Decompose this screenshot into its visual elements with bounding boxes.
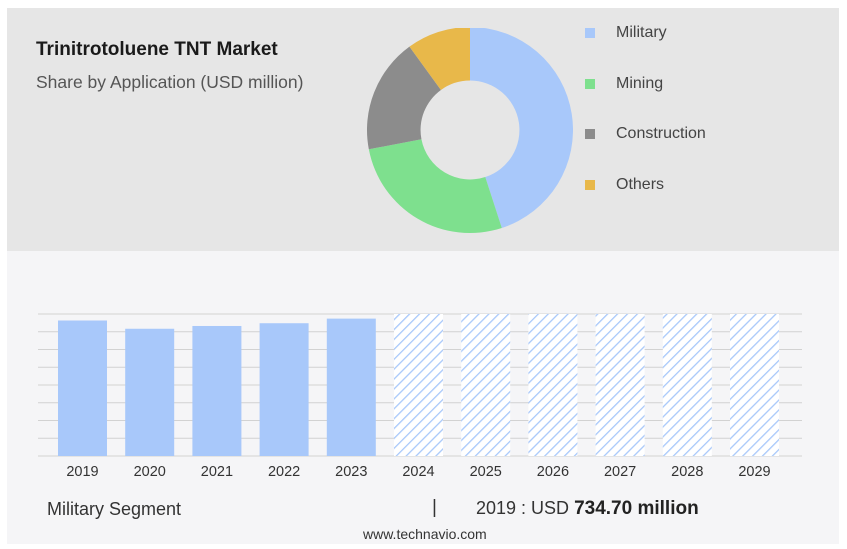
x-tick-2026: 2026 <box>537 464 569 480</box>
donut-chart <box>367 28 573 233</box>
x-axis-ticks: 2019 2020 2021 2022 2023 2024 2025 2026 2027 2028… <box>66 464 770 480</box>
legend-item-construction: Construction <box>585 125 706 143</box>
donut-slice-mining <box>368 139 502 233</box>
bar-2020 <box>125 328 175 456</box>
bar-2025 <box>461 314 511 456</box>
legend-label-mining: Mining <box>616 75 664 92</box>
bar-2019 <box>58 320 107 456</box>
bar-2023 <box>326 318 376 456</box>
footer-segment: Military Segment <box>47 499 182 519</box>
footer-separator: | <box>432 497 437 518</box>
bar-2022 <box>259 323 309 456</box>
bar-2026 <box>528 314 578 456</box>
legend-label-others: Others <box>616 176 665 193</box>
x-tick-2019: 2019 <box>66 464 98 480</box>
legend-swatch-others <box>585 180 595 190</box>
x-tick-2028: 2028 <box>671 464 703 480</box>
chart-title: Trinitrotoluene TNT Market <box>36 39 278 60</box>
chart-subtitle: Share by Application (USD million) <box>36 72 304 92</box>
footer-value-amount: 734.70 million <box>574 498 699 519</box>
donut-slice-military <box>470 28 573 228</box>
legend-label-military: Military <box>616 24 667 41</box>
bar-2028 <box>662 314 712 456</box>
donut-slice-others <box>409 28 470 91</box>
legend-item-military: Military <box>585 24 667 42</box>
x-tick-2023: 2023 <box>335 464 367 480</box>
bar-2029 <box>730 314 779 456</box>
legend-label-construction: Construction <box>616 125 706 142</box>
legend-swatch-military <box>585 28 595 38</box>
bar-series <box>58 314 779 456</box>
x-tick-2022: 2022 <box>268 464 300 480</box>
footer-year-label: 2019 : USD <box>476 498 570 518</box>
footer-value: 2019 : USD 734.70 million <box>476 498 699 520</box>
donut-slice-construction <box>367 46 441 150</box>
legend-item-others: Others <box>585 176 664 194</box>
bar-2021 <box>192 325 242 456</box>
bar-2024 <box>394 314 443 456</box>
legend-swatch-construction <box>585 129 595 139</box>
legend-item-mining: Mining <box>585 75 663 93</box>
bar-2027 <box>595 314 645 456</box>
x-tick-2025: 2025 <box>470 464 502 480</box>
x-tick-2021: 2021 <box>201 464 233 480</box>
x-tick-2027: 2027 <box>604 464 636 480</box>
x-tick-2029: 2029 <box>738 464 770 480</box>
footer-url[interactable]: www.technavio.com <box>363 526 487 542</box>
x-tick-2020: 2020 <box>134 464 166 480</box>
legend-swatch-mining <box>585 79 595 89</box>
x-tick-2024: 2024 <box>402 464 434 480</box>
